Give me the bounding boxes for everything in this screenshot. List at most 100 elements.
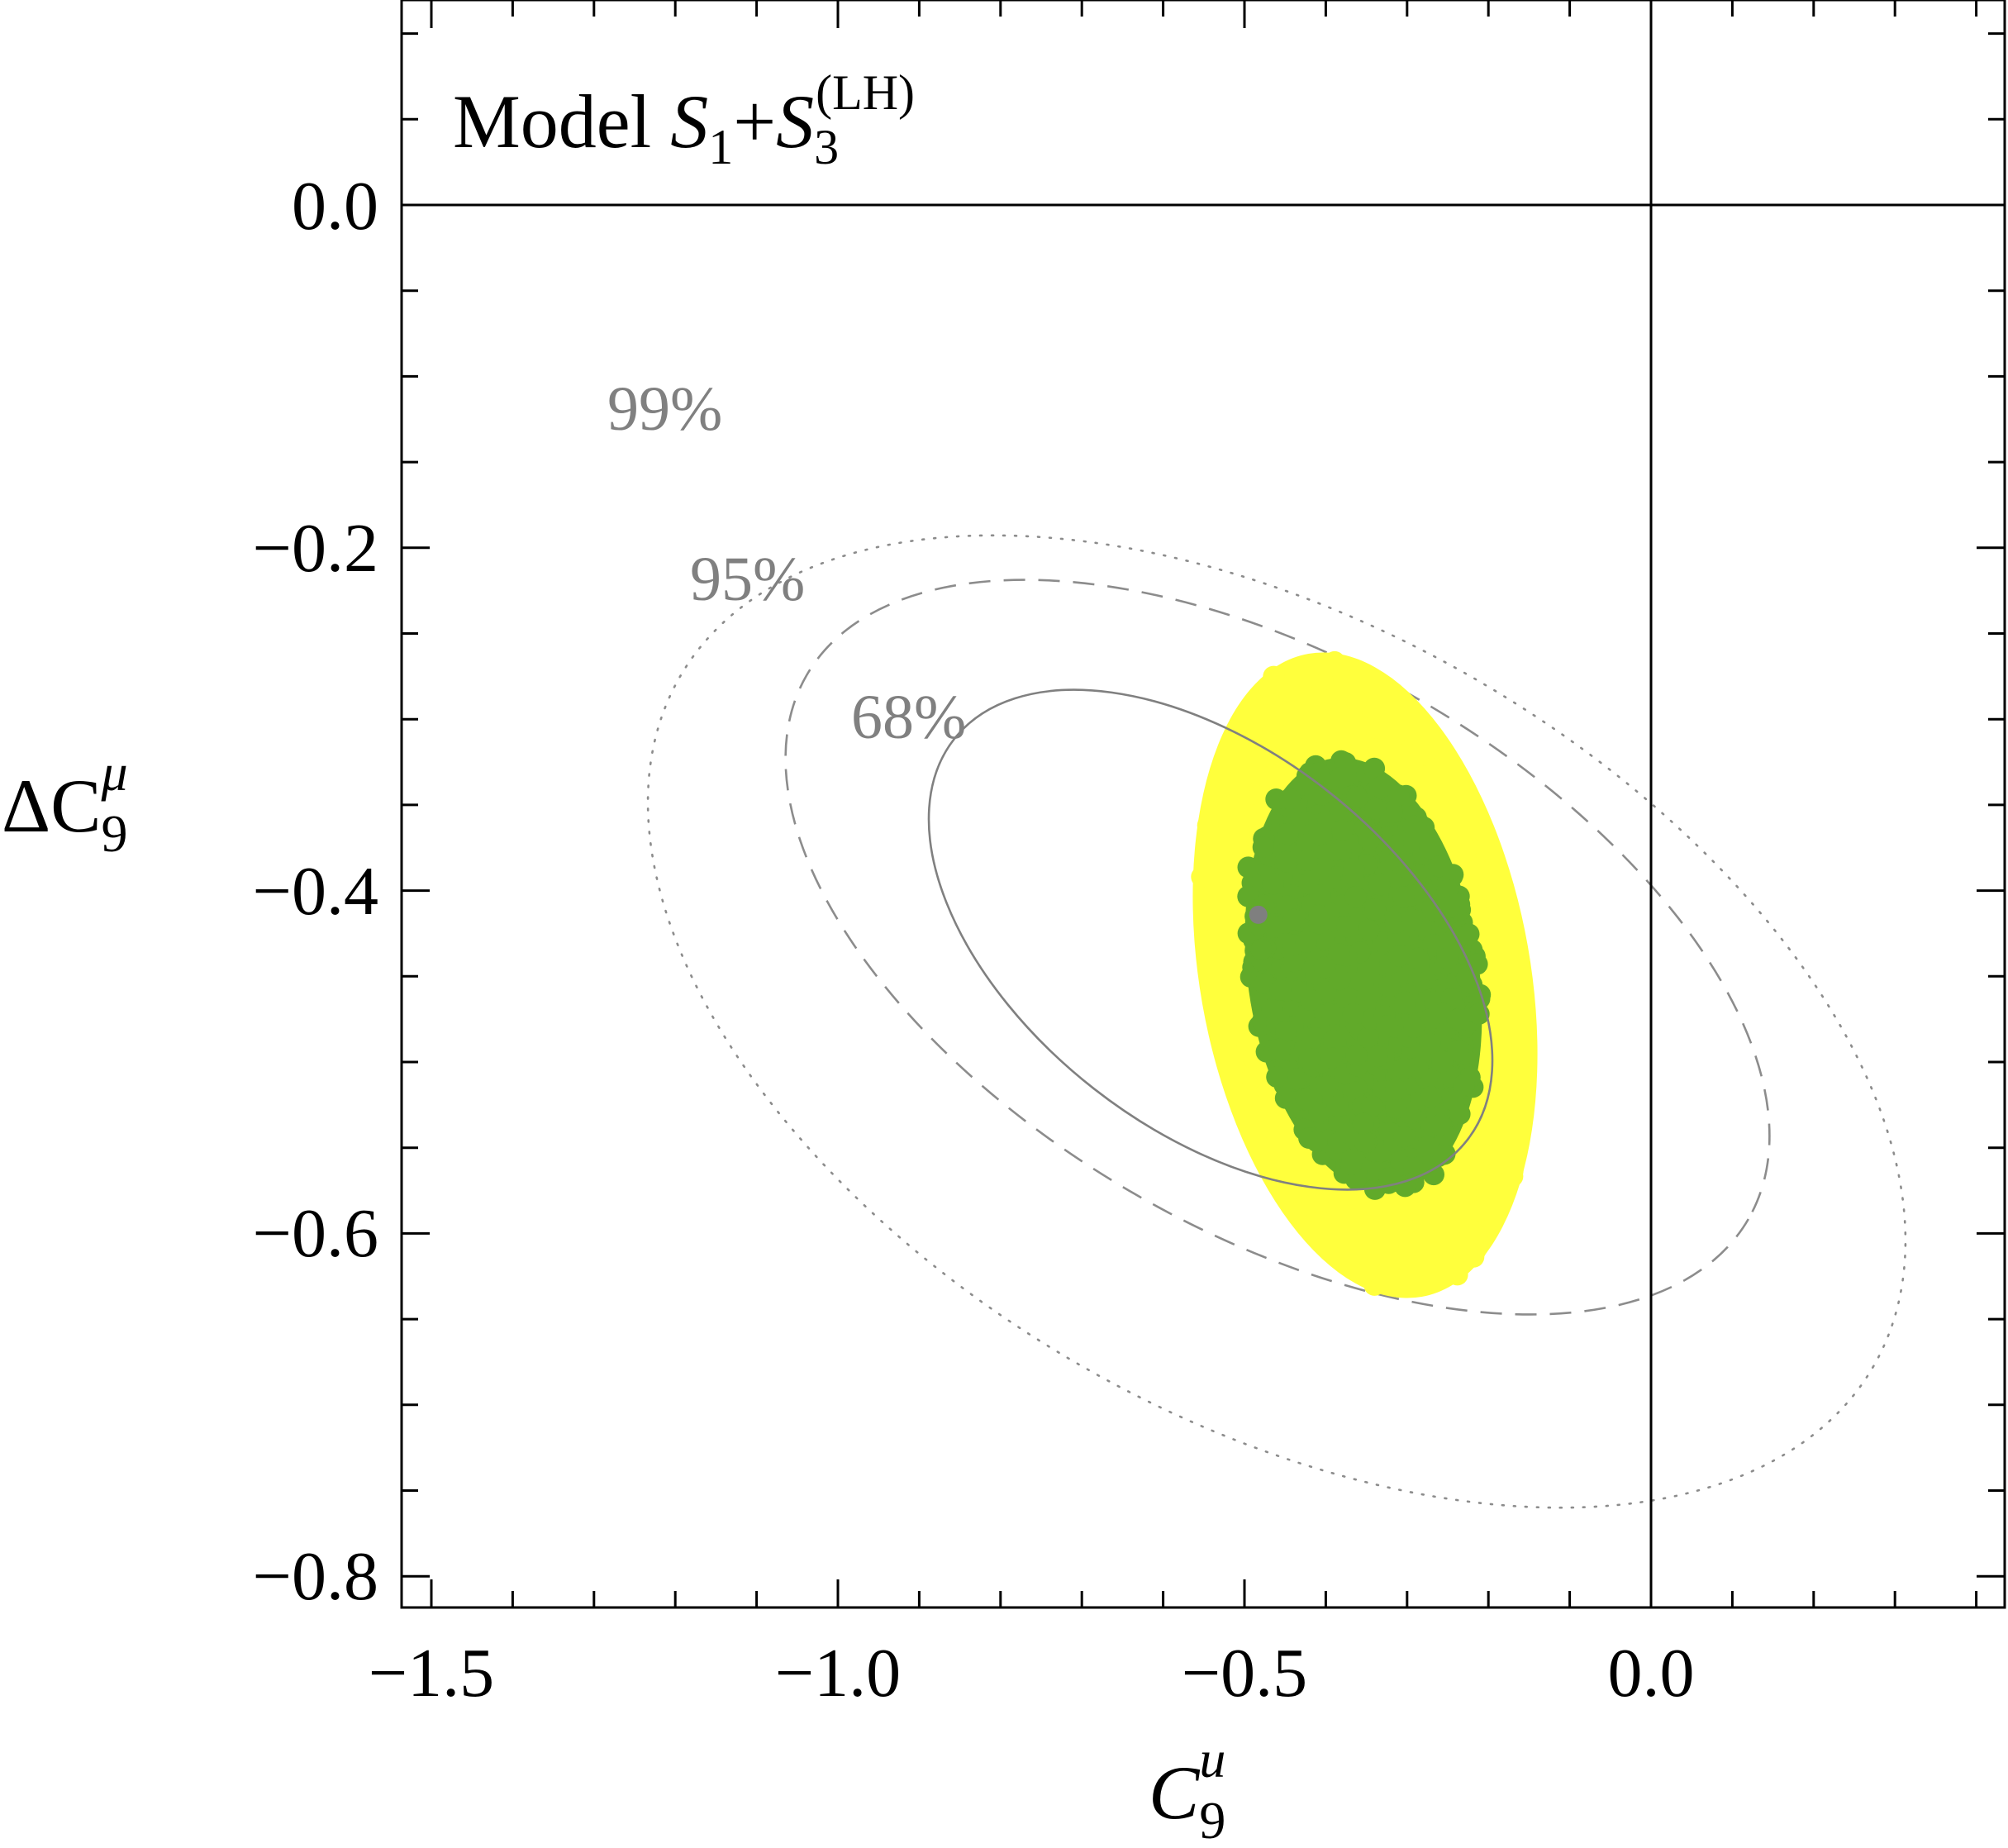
yellow-point <box>1345 689 1368 711</box>
yellow-point <box>1211 968 1234 990</box>
yellow-point <box>1369 1221 1392 1243</box>
x-tick-label-neg1.0: −1.0 <box>775 1635 901 1712</box>
yellow-point <box>1507 983 1530 1005</box>
green-point <box>1237 885 1259 907</box>
yellow-point <box>1197 814 1219 836</box>
yellow-point <box>1349 715 1371 737</box>
yellow-point <box>1422 1198 1444 1220</box>
green-point <box>1358 919 1380 941</box>
green-point <box>1376 1015 1398 1036</box>
green-point <box>1420 1086 1442 1108</box>
green-point <box>1408 822 1430 844</box>
y-tick-label-neg0.8: −0.8 <box>253 1538 378 1615</box>
green-point <box>1429 1114 1451 1136</box>
green-point <box>1261 998 1283 1020</box>
yellow-point <box>1310 1211 1332 1233</box>
green-point <box>1384 912 1406 934</box>
confidence-contours <box>646 534 1907 1509</box>
green-point <box>1343 857 1365 879</box>
green-point <box>1354 817 1376 839</box>
green-point <box>1308 823 1330 845</box>
yellow-point <box>1492 1035 1513 1057</box>
green-point <box>1369 776 1392 798</box>
green-point <box>1268 1038 1291 1060</box>
green-point <box>1342 1003 1364 1025</box>
yellow-point <box>1454 779 1476 802</box>
green-point <box>1250 938 1273 960</box>
yellow-point <box>1455 1183 1477 1205</box>
green-point <box>1306 1131 1328 1153</box>
yellow-point <box>1434 786 1456 808</box>
yellow-point <box>1492 1093 1515 1115</box>
y-tick-label-neg0.4: −0.4 <box>253 853 378 930</box>
green-point <box>1323 1030 1344 1051</box>
green-point <box>1275 1021 1297 1042</box>
green-point <box>1419 1032 1441 1055</box>
green-point <box>1392 886 1415 908</box>
cl-label-95: 95% <box>690 545 805 614</box>
green-point <box>1292 774 1315 796</box>
green-point <box>1442 1089 1464 1112</box>
green-point <box>1265 916 1287 938</box>
green-point <box>1385 1079 1407 1100</box>
green-point <box>1285 1068 1307 1090</box>
yellow-point <box>1446 1234 1468 1256</box>
yellow-point <box>1218 796 1240 818</box>
yellow-point <box>1477 874 1499 897</box>
yellow-point <box>1381 707 1403 729</box>
yellow-point <box>1238 763 1260 784</box>
yellow-point <box>1453 835 1475 857</box>
model-label: Model S1+S3(LH) <box>453 65 915 174</box>
yellow-point <box>1469 1199 1491 1222</box>
green-point <box>1378 975 1401 998</box>
green-point <box>1419 837 1441 860</box>
yellow-point <box>1439 1161 1462 1184</box>
yellow-point <box>1226 812 1249 834</box>
contour-68-ellipse <box>927 688 1494 1191</box>
yellow-point <box>1504 1007 1525 1029</box>
cl-label-68: 68% <box>851 683 966 752</box>
green-point <box>1385 1097 1407 1119</box>
green-point <box>1346 786 1368 808</box>
green-point <box>1329 969 1351 991</box>
x-tick-label-0.0: 0.0 <box>1608 1635 1695 1712</box>
green-point <box>1436 947 1458 969</box>
green-point <box>1344 886 1367 907</box>
green-point <box>1335 986 1357 1007</box>
green-point <box>1326 1095 1349 1117</box>
green-point <box>1401 908 1423 931</box>
green-point <box>1282 950 1305 973</box>
yellow-point <box>1240 1067 1263 1089</box>
green-point <box>1313 956 1335 979</box>
yellow-point <box>1446 1264 1468 1286</box>
green-point <box>1297 850 1318 872</box>
green-point <box>1304 1026 1325 1049</box>
yellow-point <box>1261 1136 1283 1158</box>
yellow-point <box>1216 925 1238 947</box>
yellow-point <box>1242 698 1264 720</box>
yellow-point <box>1216 994 1238 1017</box>
green-point <box>1278 788 1301 810</box>
yellow-point <box>1240 721 1263 742</box>
green-point <box>1387 784 1410 807</box>
yellow-point <box>1263 665 1285 688</box>
yellow-point <box>1495 1175 1517 1198</box>
green-point <box>1363 757 1386 779</box>
yellow-point <box>1295 1147 1317 1169</box>
green-point <box>1282 908 1305 931</box>
green-point <box>1364 798 1387 820</box>
green-point <box>1269 979 1292 1001</box>
green-point <box>1331 819 1354 841</box>
green-point <box>1345 1044 1368 1066</box>
green-point <box>1328 943 1350 964</box>
yellow-point <box>1244 1121 1267 1143</box>
yellow-point <box>1206 780 1229 803</box>
yellow-point <box>1398 753 1420 775</box>
green-point <box>1336 916 1358 938</box>
yellow-point <box>1210 850 1232 873</box>
yellow-point <box>1406 1199 1429 1222</box>
x-tick-label-neg1.5: −1.5 <box>369 1635 494 1712</box>
y-tick-label-neg0.6: −0.6 <box>253 1195 378 1272</box>
yellow-point <box>1506 1078 1528 1100</box>
